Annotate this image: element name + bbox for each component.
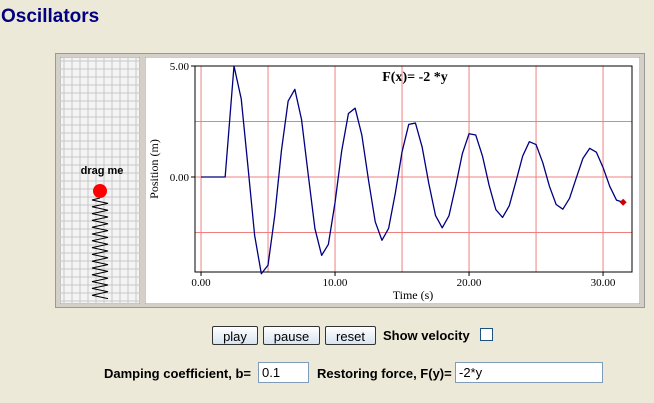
x-tick-label: 0.00 — [191, 277, 211, 289]
x-tick-label: 30.00 — [591, 277, 616, 289]
chart-title: F(x)= -2 *y — [382, 70, 448, 85]
mass-ball[interactable] — [93, 184, 107, 198]
page-title: Oscillators — [1, 6, 100, 27]
pause-button[interactable]: pause — [263, 326, 320, 345]
force-label: Restoring force, F(y)= — [317, 366, 452, 381]
y-axis-label: Position (m) — [147, 139, 161, 199]
velocity-checkbox[interactable] — [480, 328, 493, 341]
spring-coil — [91, 197, 109, 300]
data-line — [201, 65, 624, 275]
y-tick-label: 5.00 — [170, 61, 190, 73]
current-point-marker — [619, 198, 627, 206]
chart: F(x)= -2 *y Time (s) Position (m) 0.00 10… — [145, 57, 640, 304]
damping-label: Damping coefficient, b= — [104, 366, 251, 381]
y-tick-label: 0.00 — [170, 172, 190, 184]
spring-panel: drag me — [60, 57, 140, 304]
x-tick-label: 10.00 — [323, 277, 348, 289]
play-button[interactable]: play — [212, 326, 258, 345]
chart-background — [145, 57, 640, 304]
x-tick-label: 20.00 — [457, 277, 482, 289]
drag-label: drag me — [81, 165, 124, 177]
reset-button[interactable]: reset — [325, 326, 376, 345]
force-input[interactable]: -2*y — [455, 362, 603, 383]
x-axis-label: Time (s) — [393, 288, 434, 302]
velocity-label: Show velocity — [383, 328, 470, 343]
damping-input[interactable]: 0.1 — [258, 362, 309, 383]
plot-frame — [194, 65, 633, 273]
